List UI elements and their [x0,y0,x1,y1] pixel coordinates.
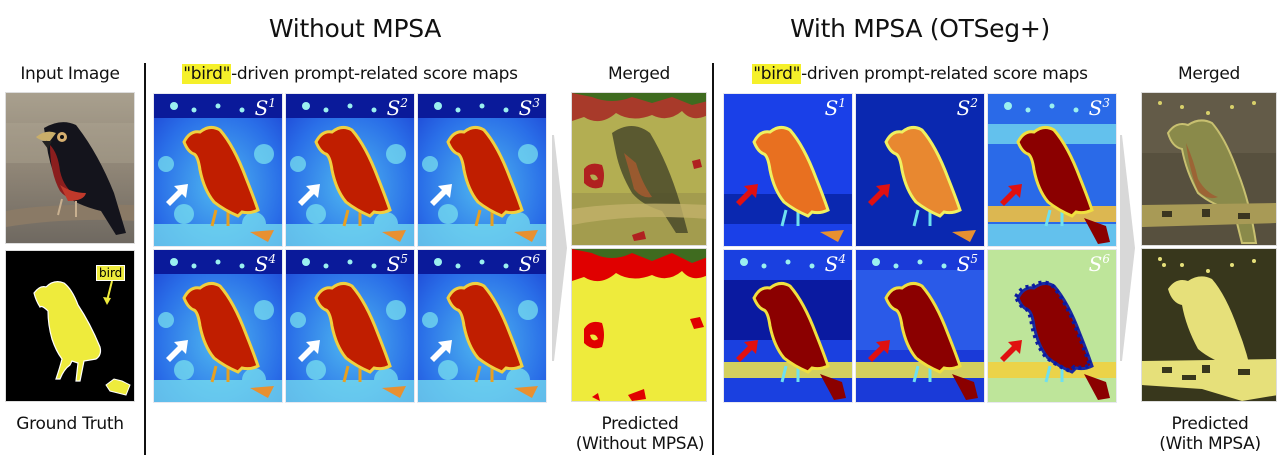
header-without-mpsa: Without MPSA [268,14,442,43]
without-mpsa-subtitle: "bird"-driven prompt-related score maps [150,64,550,84]
header-with-mpsa: With MPSA (OTSeg+) [790,14,1050,43]
without-mpsa-predicted-label: Predicted (Without MPSA) [560,414,720,454]
pointer-arrow-icon [868,338,894,364]
score-map-s5: S5 [855,249,985,403]
score-map-index-label: S6 [518,252,540,276]
subtitle-text: -driven prompt-related score maps [801,64,1088,84]
score-map-index-label: S1 [824,96,846,120]
score-map-s3: S3 [417,93,547,247]
without-mpsa-merged-label: Merged [607,64,671,84]
with-mpsa-merged-label: Merged [1177,64,1241,84]
with-mpsa-predicted-label: Predicted (With MPSA) [1130,414,1280,454]
merge-arrow-icon [551,133,569,363]
pointer-arrow-icon [736,182,762,208]
prompt-highlight: "bird" [182,64,232,84]
pointer-arrow-icon [166,338,192,364]
score-map-index-label: S5 [956,252,978,276]
with-mpsa-predicted-mask [1141,248,1277,402]
pointer-arrow-icon [430,182,456,208]
pointer-arrow-icon [298,338,324,364]
pointer-arrow-icon [430,338,456,364]
score-map-index-label: S5 [386,252,408,276]
score-map-index-label: S2 [956,96,978,120]
pointer-arrow-icon [166,182,192,208]
predicted-label-line1: Predicted [1171,414,1249,434]
score-map-s6: S6 [417,249,547,403]
predicted-label-line1: Predicted [601,414,679,434]
score-map-s4: S4 [153,249,283,403]
section-divider-right [712,63,714,455]
gt-bird-tag: bird [96,265,126,281]
without-mpsa-predicted-mask [571,248,707,402]
gt-tag-pointer-icon [103,280,113,305]
pointer-arrow-icon [298,182,324,208]
score-map-index-label: S3 [1088,96,1110,120]
pointer-arrow-icon [1000,182,1026,208]
score-map-s2: S2 [855,93,985,247]
with-mpsa-subtitle: "bird"-driven prompt-related score maps [720,64,1120,84]
predicted-label-line2: (Without MPSA) [575,434,705,454]
score-map-s5: S5 [285,249,415,403]
score-map-s4: S4 [723,249,853,403]
ground-truth-label: Ground Truth [16,414,124,434]
without-mpsa-score-maps: S1 S2 S3 S4 S5 [153,93,547,403]
score-map-s2: S2 [285,93,415,247]
score-map-index-label: S3 [518,96,540,120]
input-image [5,92,135,244]
predicted-label-line2: (With MPSA) [1159,434,1261,454]
score-map-s1: S1 [723,93,853,247]
score-map-s1: S1 [153,93,283,247]
pointer-arrow-icon [868,182,894,208]
with-mpsa-score-maps: S1 S2 S3 S4 S5 S6 [723,93,1117,403]
score-map-index-label: S1 [254,96,276,120]
pointer-arrow-icon [736,338,762,364]
without-mpsa-merged-overlay [571,92,707,246]
with-mpsa-merged-overlay [1141,92,1277,246]
score-map-s3: S3 [987,93,1117,247]
subtitle-text: -driven prompt-related score maps [231,64,518,84]
score-map-index-label: S4 [254,252,276,276]
ground-truth-mask: bird [5,250,135,402]
merge-arrow-icon [1119,133,1137,363]
score-map-s6: S6 [987,249,1117,403]
input-image-label: Input Image [20,64,120,84]
score-map-index-label: S2 [386,96,408,120]
score-map-index-label: S4 [824,252,846,276]
pointer-arrow-icon [1000,338,1026,364]
section-divider-left [144,63,146,455]
score-map-index-label: S6 [1088,252,1110,276]
prompt-highlight: "bird" [752,64,802,84]
